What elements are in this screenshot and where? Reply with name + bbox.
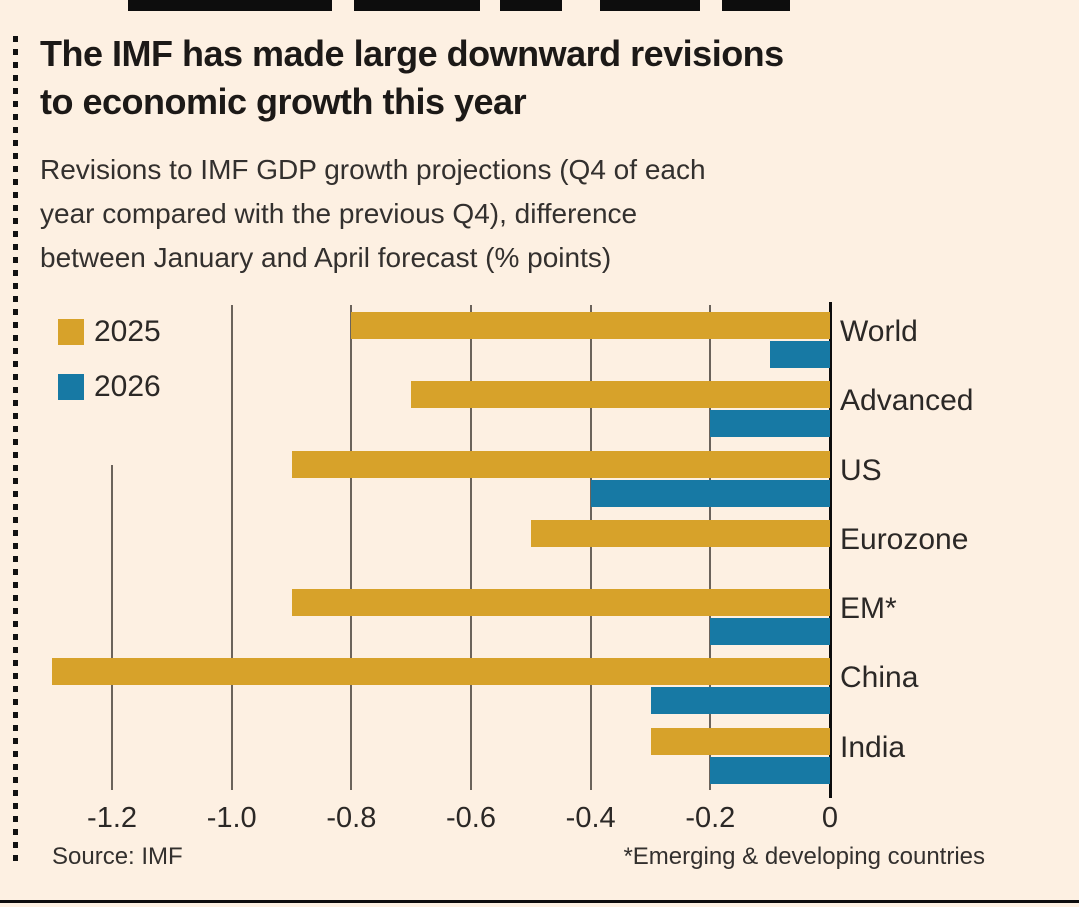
zero-axis-line — [829, 302, 832, 798]
footnote-label: *Emerging & developing countries — [623, 843, 985, 870]
dotted-left-rule — [13, 36, 18, 866]
x-tick-label: -0.8 — [326, 802, 377, 834]
x-tick-label: -1.0 — [206, 802, 257, 834]
x-tick-label: 0 — [821, 802, 839, 834]
chart-subtitle: Revisions to IMF GDP growth projections … — [40, 148, 706, 280]
bar-2025-world — [351, 312, 830, 339]
legend-swatch-2025 — [58, 319, 84, 345]
chart-subtitle-line-2: year compared with the previous Q4), dif… — [40, 197, 638, 229]
bar-2026-india — [710, 756, 830, 784]
legend-item-2025: 2025 — [58, 315, 161, 349]
gridline — [230, 305, 233, 790]
chart-title-line-2: to economic growth this year — [40, 80, 527, 122]
x-tick-label: -0.6 — [446, 802, 496, 834]
cropped-headline-remnant — [128, 0, 332, 11]
legend-label-2025: 2025 — [94, 315, 161, 348]
gridline — [589, 305, 592, 790]
chart-title: The IMF has made large downward revision… — [40, 30, 784, 125]
x-tick-label: -1.2 — [87, 802, 138, 834]
cropped-headline-remnant — [500, 0, 562, 11]
legend-label-2026: 2026 — [94, 370, 161, 403]
bar-2026-china — [650, 687, 830, 715]
category-label-em: EM* — [840, 592, 897, 626]
legend-swatch-2026 — [58, 374, 84, 400]
legend-item-2026: 2026 — [58, 370, 161, 404]
gridline — [709, 305, 712, 790]
bar-2025-us — [291, 450, 830, 478]
bar-2025-eurozone — [530, 519, 830, 547]
gridline — [350, 305, 353, 790]
chart-subtitle-line-1: Revisions to IMF GDP growth projections … — [40, 154, 706, 185]
bar-2026-em — [710, 618, 830, 646]
cropped-headline-remnant — [722, 0, 790, 11]
bar-2025-china — [52, 658, 830, 686]
x-tick-label: -0.2 — [685, 802, 736, 834]
gridline — [470, 305, 473, 790]
cropped-headline-remnant — [600, 0, 700, 11]
bar-2025-em — [291, 589, 830, 617]
bar-2025-india — [650, 727, 830, 755]
category-label-china: China — [840, 661, 919, 695]
bar-chart-plot-area: -1.2 -1.0 -0.8 -0.6 -0.4 -0.2 0 World Advanced US… — [40, 302, 973, 834]
category-label-advanced: Advanced — [840, 384, 974, 418]
source-label: Source: IMF — [52, 843, 183, 870]
category-label-eurozone: Eurozone — [840, 522, 969, 556]
bar-2026-us — [590, 479, 830, 507]
category-label-us: US — [840, 453, 882, 487]
category-label-india: India — [840, 730, 906, 764]
bar-2025-advanced — [411, 381, 830, 409]
bar-2026-advanced — [710, 410, 830, 438]
chart-subtitle-line-3: between January and April forecast (% po… — [40, 241, 612, 273]
x-tick-label: -0.4 — [565, 802, 616, 834]
category-label-world: World — [840, 315, 918, 348]
bottom-rule — [0, 900, 1079, 903]
bar-2026-world — [770, 341, 830, 368]
gridline — [111, 465, 114, 790]
chart-title-line-1: The IMF has made large downward revision… — [40, 33, 784, 74]
cropped-headline-remnant — [354, 0, 480, 11]
